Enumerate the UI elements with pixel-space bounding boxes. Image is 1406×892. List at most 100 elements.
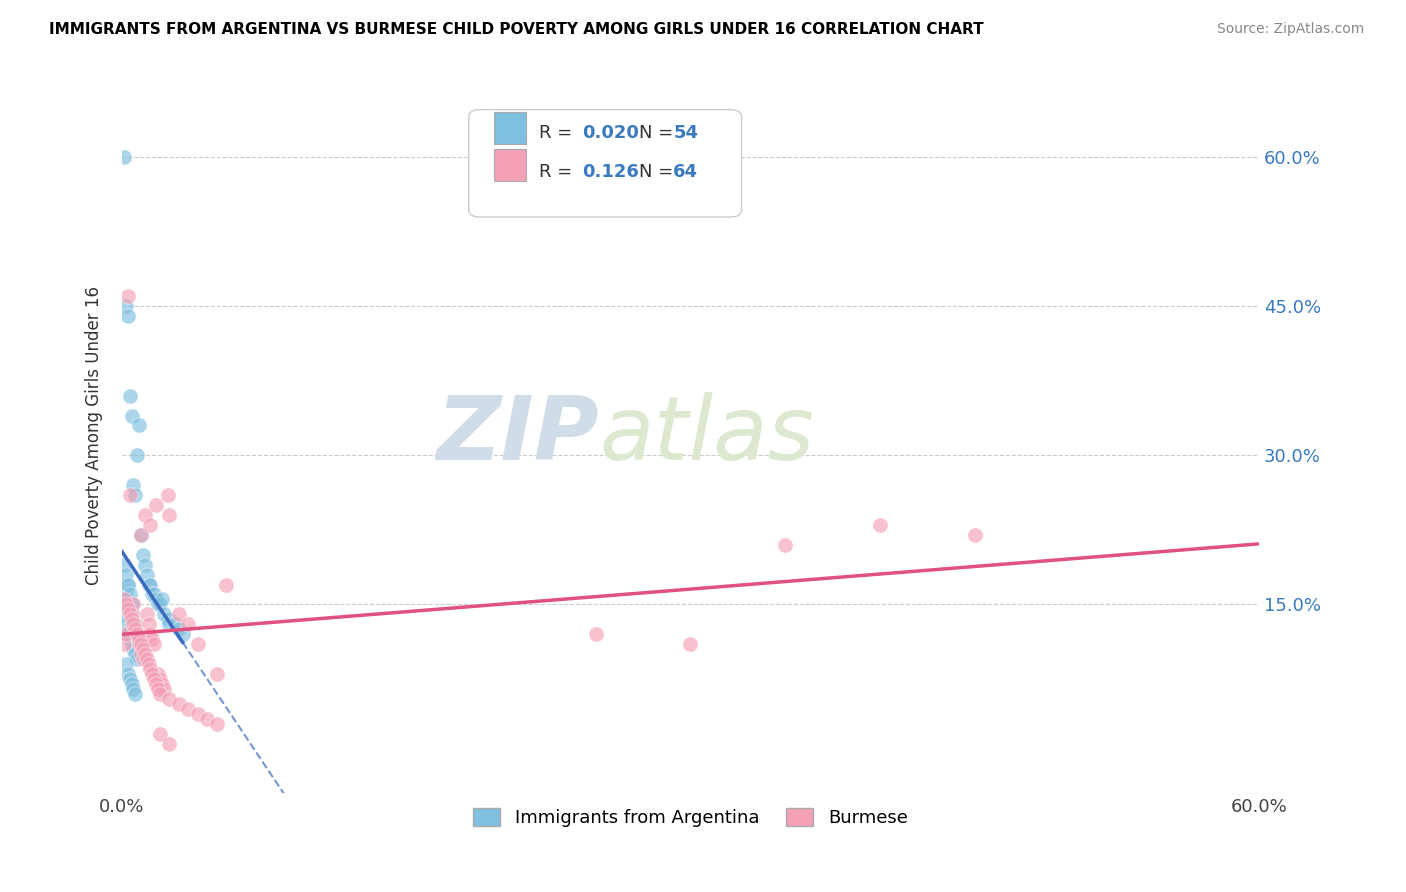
Point	[122, 642, 145, 657]
Point	[122, 617, 145, 632]
Text: ZIP: ZIP	[437, 392, 599, 479]
Point	[132, 548, 155, 562]
Point	[118, 587, 141, 601]
Point	[152, 607, 174, 622]
Point	[152, 681, 174, 696]
Point	[157, 508, 180, 522]
Point	[121, 607, 143, 622]
Point	[124, 488, 146, 502]
Point	[129, 528, 152, 542]
Point	[129, 647, 152, 661]
Text: Source: ZipAtlas.com: Source: ZipAtlas.com	[1216, 22, 1364, 37]
Point	[121, 612, 143, 626]
Point	[129, 528, 152, 542]
Point	[205, 716, 228, 731]
Point	[141, 632, 163, 647]
Point	[679, 637, 702, 651]
Point	[122, 478, 145, 492]
Point	[150, 677, 173, 691]
Point	[157, 692, 180, 706]
Point	[117, 577, 139, 591]
Point	[121, 598, 143, 612]
Point	[138, 577, 160, 591]
Point	[112, 637, 135, 651]
Point	[127, 652, 149, 666]
Point	[963, 528, 986, 542]
Point	[135, 652, 157, 666]
Point	[205, 667, 228, 681]
Point	[156, 488, 179, 502]
Point	[112, 592, 135, 607]
Point	[149, 687, 172, 701]
Point	[138, 617, 160, 632]
Text: N =: N =	[640, 163, 679, 181]
Point	[134, 508, 156, 522]
Point	[157, 617, 180, 632]
Point	[115, 567, 138, 582]
Point	[165, 617, 187, 632]
Point	[132, 652, 155, 666]
Point	[124, 617, 146, 632]
Point	[146, 598, 169, 612]
Point	[112, 150, 135, 164]
Point	[122, 607, 145, 622]
FancyBboxPatch shape	[468, 110, 741, 217]
Point	[115, 627, 138, 641]
Text: 0.126: 0.126	[582, 163, 640, 181]
Text: 64: 64	[673, 163, 699, 181]
Point	[118, 607, 141, 622]
Point	[145, 498, 167, 512]
Point	[124, 617, 146, 632]
Point	[167, 622, 190, 636]
Point	[139, 517, 162, 532]
Point	[585, 627, 607, 641]
Point	[143, 637, 166, 651]
Point	[117, 667, 139, 681]
Text: atlas: atlas	[599, 392, 814, 478]
Point	[112, 607, 135, 622]
Point	[146, 681, 169, 696]
Point	[134, 647, 156, 661]
Point	[127, 627, 149, 641]
Point	[121, 409, 143, 423]
Y-axis label: Child Poverty Among Girls Under 16: Child Poverty Among Girls Under 16	[86, 286, 103, 585]
Point	[187, 637, 209, 651]
Point	[139, 662, 162, 676]
Point	[112, 558, 135, 572]
Point	[115, 617, 138, 632]
FancyBboxPatch shape	[494, 112, 526, 144]
FancyBboxPatch shape	[494, 149, 526, 181]
Point	[150, 592, 173, 607]
Point	[128, 632, 150, 647]
Text: R =: R =	[540, 163, 578, 181]
Point	[149, 727, 172, 741]
Point	[134, 558, 156, 572]
Point	[127, 627, 149, 641]
Point	[118, 488, 141, 502]
Point	[145, 592, 167, 607]
Point	[122, 681, 145, 696]
Point	[115, 598, 138, 612]
Point	[118, 672, 141, 686]
Point	[215, 577, 238, 591]
Point	[143, 587, 166, 601]
Point	[177, 702, 200, 716]
Point	[129, 637, 152, 651]
Point	[128, 632, 150, 647]
Point	[167, 697, 190, 711]
Point	[157, 737, 180, 751]
Point	[143, 672, 166, 686]
Point	[124, 687, 146, 701]
Point	[128, 418, 150, 433]
Point	[121, 677, 143, 691]
Point	[127, 627, 149, 641]
Point	[112, 592, 135, 607]
Point	[141, 587, 163, 601]
Point	[149, 672, 172, 686]
Text: IMMIGRANTS FROM ARGENTINA VS BURMESE CHILD POVERTY AMONG GIRLS UNDER 16 CORRELAT: IMMIGRANTS FROM ARGENTINA VS BURMESE CHI…	[49, 22, 984, 37]
Point	[135, 567, 157, 582]
Point	[172, 627, 194, 641]
Point	[187, 706, 209, 721]
Point	[129, 637, 152, 651]
Point	[128, 637, 150, 651]
